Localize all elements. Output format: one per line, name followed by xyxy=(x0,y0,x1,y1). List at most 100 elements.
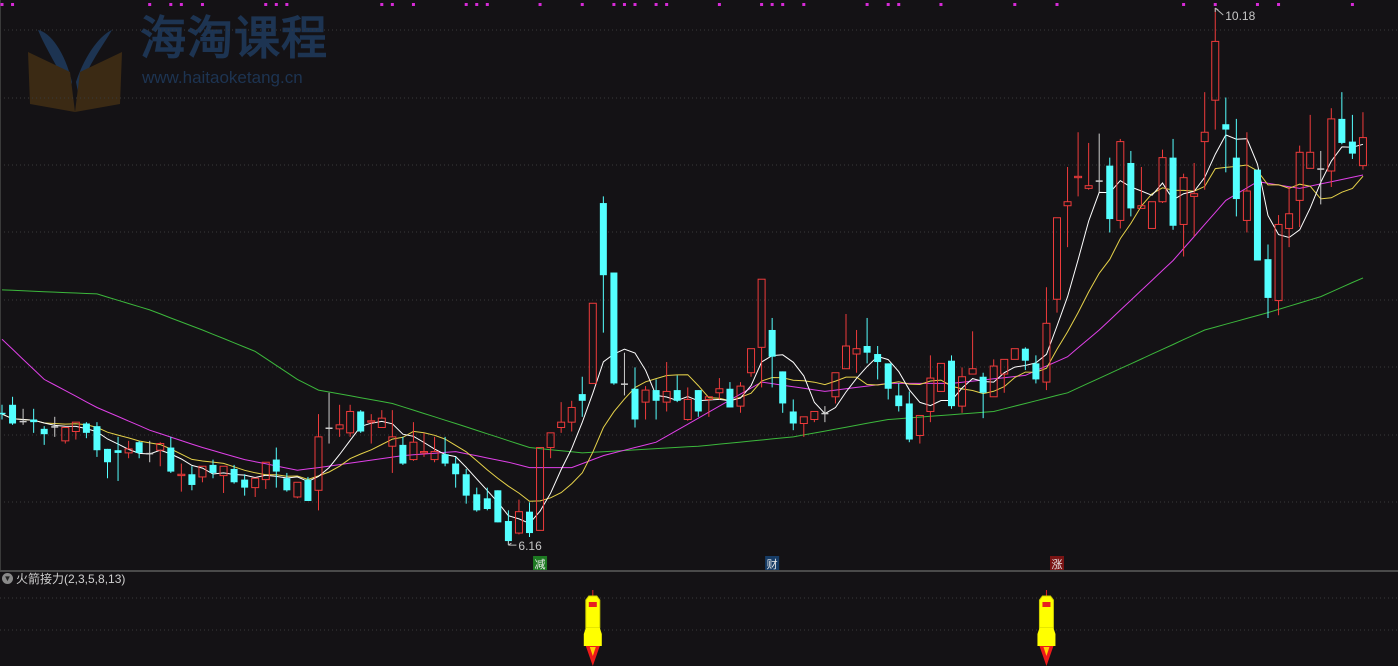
candle xyxy=(483,487,491,511)
candle-body xyxy=(779,371,787,404)
candle xyxy=(1147,201,1156,229)
candle-body xyxy=(1285,213,1294,229)
candle-body xyxy=(1032,363,1040,380)
candle xyxy=(1116,138,1125,229)
candle xyxy=(19,408,27,425)
candle-body xyxy=(557,421,566,429)
candle xyxy=(409,422,418,461)
signal-dot xyxy=(939,3,943,6)
indicator-title: 火箭接力(2,3,5,8,13) xyxy=(16,571,126,586)
candle-body xyxy=(1327,118,1336,172)
candle xyxy=(610,272,618,385)
candle-body xyxy=(1317,168,1325,170)
candle xyxy=(473,487,481,512)
candle xyxy=(821,406,829,423)
candle-body xyxy=(768,329,776,357)
signal-dot xyxy=(612,3,616,6)
signal-dot xyxy=(802,3,806,6)
candle-body xyxy=(399,444,407,464)
candle xyxy=(357,410,365,433)
candle xyxy=(30,408,38,433)
signal-dot xyxy=(285,3,289,6)
annotations: 10.18 6.16 减 财 涨 xyxy=(507,7,1256,571)
signal-dot xyxy=(1350,3,1354,6)
candle xyxy=(51,416,59,437)
candle xyxy=(652,379,660,420)
signal-dot xyxy=(1013,3,1017,6)
signal-dot xyxy=(148,3,152,6)
candle-body xyxy=(694,390,702,412)
candle xyxy=(304,476,312,501)
candle-body xyxy=(1222,124,1230,130)
candle-body xyxy=(1211,40,1220,101)
signal-marker: 减 xyxy=(533,556,548,571)
candle xyxy=(1348,114,1356,159)
candle xyxy=(241,474,249,496)
signal-dot xyxy=(179,3,183,6)
signal-dots xyxy=(0,3,1354,6)
candle xyxy=(1127,150,1135,217)
candle-body xyxy=(1000,358,1009,375)
candle-body xyxy=(1274,223,1283,302)
signal-dot xyxy=(475,3,479,6)
signal-dot xyxy=(1182,3,1186,6)
candle xyxy=(641,386,650,420)
signal-marker-label: 财 xyxy=(767,557,778,571)
candle xyxy=(9,396,17,425)
candle-body xyxy=(704,396,713,400)
candle-body xyxy=(979,376,987,393)
candle xyxy=(114,436,122,481)
candle-body xyxy=(662,390,671,403)
candle-body xyxy=(1042,322,1051,383)
candle-body xyxy=(1147,201,1156,229)
candle-body xyxy=(441,454,449,464)
candle xyxy=(514,499,523,535)
ma10-line xyxy=(1,164,1364,502)
candle-body xyxy=(546,432,555,449)
candle xyxy=(1042,287,1051,391)
candle-body xyxy=(936,362,945,392)
candle xyxy=(915,414,924,444)
candle-body xyxy=(177,473,186,477)
candle xyxy=(346,404,355,437)
candle-body xyxy=(504,521,512,542)
candle xyxy=(662,362,671,412)
rocket-window xyxy=(1042,602,1051,607)
candle-body xyxy=(335,424,344,430)
signal-marker-box xyxy=(765,556,780,570)
watermark-url: www.haitaoketang.cn xyxy=(142,68,303,87)
indicator-header[interactable]: ▼ 火箭接力(2,3,5,8,13) xyxy=(2,570,125,586)
candle xyxy=(905,391,913,443)
candle xyxy=(979,372,987,419)
candle-body xyxy=(673,390,681,401)
candle xyxy=(219,465,228,493)
signal-dot xyxy=(665,3,669,6)
candle-body xyxy=(620,383,628,385)
candle xyxy=(536,447,545,531)
candle xyxy=(958,367,967,413)
candle xyxy=(261,461,270,489)
candle-body xyxy=(30,419,38,423)
signal-dot xyxy=(622,3,626,6)
rocket-window xyxy=(588,602,597,607)
ma60-line xyxy=(1,277,1364,454)
candle xyxy=(1306,114,1315,169)
candle-body xyxy=(156,443,165,451)
rocket-flame-core xyxy=(589,647,596,656)
candle xyxy=(736,382,745,413)
chevron-down-icon[interactable]: ▼ xyxy=(2,572,13,584)
candle xyxy=(462,468,470,504)
candle xyxy=(40,426,48,445)
candle xyxy=(0,404,6,420)
candle-body xyxy=(1295,151,1304,201)
book-logo-icon xyxy=(28,30,122,112)
candle xyxy=(251,477,260,497)
candle xyxy=(631,367,639,428)
candle-body xyxy=(1106,165,1114,220)
candle-body xyxy=(146,452,154,455)
candle xyxy=(1317,150,1325,205)
rocket-icon xyxy=(1037,590,1056,666)
candle xyxy=(1264,244,1272,318)
candle-body xyxy=(747,348,756,374)
